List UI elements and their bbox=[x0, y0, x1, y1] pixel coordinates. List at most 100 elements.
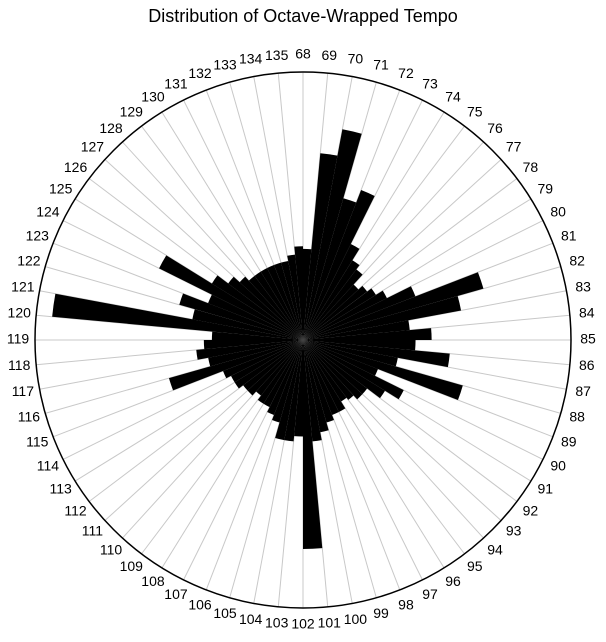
x-tick-label: 115 bbox=[26, 434, 49, 450]
bar bbox=[267, 265, 303, 340]
bar bbox=[243, 340, 303, 391]
x-tick-label: 71 bbox=[373, 57, 389, 73]
bar bbox=[303, 129, 362, 340]
x-tick-label: 88 bbox=[569, 409, 585, 425]
x-tick-label: 85 bbox=[580, 331, 596, 347]
bar bbox=[303, 153, 338, 340]
bar bbox=[275, 340, 303, 441]
bar bbox=[303, 340, 416, 351]
bar bbox=[303, 288, 376, 340]
x-tick-label: 109 bbox=[120, 558, 144, 574]
x-tick-label: 135 bbox=[265, 47, 289, 63]
bar bbox=[303, 290, 387, 340]
x-tick-label: 130 bbox=[141, 88, 165, 104]
x-tick-label: 91 bbox=[538, 481, 554, 497]
x-tick-label: 123 bbox=[26, 228, 50, 244]
x-tick-label: 103 bbox=[265, 614, 289, 630]
x-tick-label: 131 bbox=[164, 76, 188, 92]
bar bbox=[179, 293, 303, 340]
x-tick-label: 70 bbox=[348, 51, 364, 67]
bar bbox=[234, 340, 303, 389]
bar bbox=[231, 340, 303, 383]
x-tick-label: 97 bbox=[422, 586, 438, 602]
bar bbox=[294, 340, 303, 437]
x-tick-label: 69 bbox=[322, 47, 338, 63]
x-tick-label: 77 bbox=[506, 139, 522, 155]
bar bbox=[303, 340, 334, 423]
bar bbox=[52, 293, 303, 340]
bar bbox=[228, 276, 303, 340]
x-tick-label: 122 bbox=[17, 253, 41, 269]
bar bbox=[239, 276, 303, 340]
bar bbox=[303, 320, 410, 340]
x-tick-label: 117 bbox=[12, 383, 35, 399]
x-tick-label: 110 bbox=[100, 541, 123, 557]
bar bbox=[303, 190, 375, 340]
x-tick-label: 98 bbox=[398, 596, 414, 612]
x-tick-label: 72 bbox=[398, 65, 414, 81]
x-tick-label: 105 bbox=[213, 605, 237, 621]
x-tick-label: 87 bbox=[575, 383, 591, 399]
bar bbox=[211, 275, 303, 340]
bar bbox=[267, 340, 303, 415]
bar bbox=[303, 248, 312, 340]
bar bbox=[303, 272, 484, 340]
x-tick-label: 107 bbox=[164, 586, 188, 602]
x-tick-label: 132 bbox=[188, 65, 212, 81]
x-tick-label: 111 bbox=[82, 523, 103, 539]
chart-title: Distribution of Octave-Wrapped Tempo bbox=[148, 6, 457, 26]
x-tick-label: 76 bbox=[487, 120, 503, 136]
x-tick-label: 80 bbox=[550, 204, 566, 220]
bar bbox=[196, 340, 303, 360]
bar bbox=[303, 340, 323, 550]
bar bbox=[192, 309, 303, 340]
x-tick-label: 86 bbox=[579, 357, 595, 373]
bar bbox=[303, 340, 398, 367]
bar bbox=[211, 331, 303, 340]
bar bbox=[203, 340, 303, 350]
polar-frame bbox=[34, 71, 572, 609]
bar bbox=[303, 295, 462, 340]
x-tick-label: 74 bbox=[445, 88, 461, 104]
x-tick-label: 134 bbox=[239, 51, 263, 67]
x-tick-label: 126 bbox=[64, 159, 88, 175]
bar bbox=[303, 340, 347, 402]
x-tick-label: 89 bbox=[561, 434, 577, 450]
x-tick-label: 83 bbox=[575, 278, 591, 294]
x-tick-label: 129 bbox=[120, 103, 144, 119]
x-tick-label: 101 bbox=[318, 614, 342, 630]
x-tick-label: 106 bbox=[188, 596, 212, 612]
bar bbox=[303, 340, 339, 415]
x-tick-label: 102 bbox=[291, 616, 315, 632]
x-tick-label: 116 bbox=[18, 409, 41, 425]
bar bbox=[303, 269, 363, 340]
x-tick-label: 112 bbox=[64, 502, 87, 518]
bar bbox=[287, 254, 303, 340]
bar bbox=[247, 340, 303, 396]
x-tick-label: 78 bbox=[523, 159, 539, 175]
bar bbox=[248, 275, 303, 340]
x-tick-label: 79 bbox=[538, 181, 554, 197]
x-tick-label: 84 bbox=[579, 304, 595, 320]
x-tick-label: 120 bbox=[8, 304, 32, 320]
x-tick-label: 108 bbox=[141, 573, 165, 589]
bar bbox=[303, 244, 360, 340]
bar bbox=[303, 286, 416, 340]
bar bbox=[303, 340, 368, 395]
x-tick-label: 124 bbox=[36, 204, 60, 220]
x-tick-label: 119 bbox=[7, 331, 30, 347]
bar bbox=[303, 340, 386, 399]
x-tick-label: 92 bbox=[523, 502, 539, 518]
x-tick-label: 133 bbox=[213, 57, 237, 73]
bar bbox=[303, 340, 363, 400]
x-tick-label: 96 bbox=[445, 573, 461, 589]
bar bbox=[168, 340, 303, 391]
x-tick-label: 95 bbox=[467, 558, 483, 574]
bar bbox=[303, 340, 322, 442]
bar bbox=[303, 328, 432, 340]
x-tick-label: 125 bbox=[49, 181, 73, 197]
bar bbox=[303, 198, 357, 340]
bar bbox=[159, 255, 303, 340]
x-tick-label: 118 bbox=[8, 357, 31, 373]
